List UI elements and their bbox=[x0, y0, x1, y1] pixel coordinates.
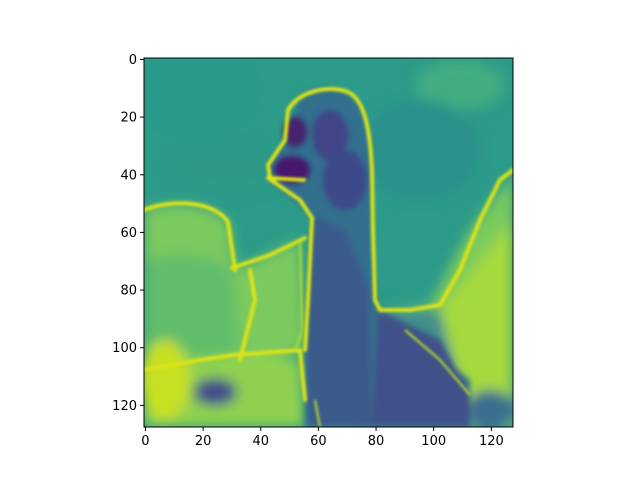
x-tick-label: 60 bbox=[310, 434, 327, 449]
y-tick-label: 0 bbox=[129, 53, 137, 68]
y-tick-label: 40 bbox=[120, 168, 137, 183]
y-tick-label: 120 bbox=[112, 399, 137, 414]
x-tick-label: 0 bbox=[141, 434, 149, 449]
heatmap-image bbox=[144, 58, 513, 427]
y-tick-label: 20 bbox=[120, 111, 137, 126]
y-tick-label: 100 bbox=[112, 341, 137, 356]
x-tick-label: 100 bbox=[421, 434, 446, 449]
y-tick-label: 80 bbox=[120, 284, 137, 299]
y-tick-label: 60 bbox=[120, 226, 137, 241]
x-tick-label: 120 bbox=[479, 434, 504, 449]
x-tick-label: 80 bbox=[368, 434, 385, 449]
x-axis-ticks: 0 20 40 60 80 100 120 bbox=[141, 427, 504, 449]
y-axis-ticks: 0 20 40 60 80 100 120 bbox=[112, 53, 144, 414]
x-tick-label: 40 bbox=[252, 434, 269, 449]
x-tick-label: 20 bbox=[195, 434, 212, 449]
axes-frame bbox=[143, 57, 514, 428]
